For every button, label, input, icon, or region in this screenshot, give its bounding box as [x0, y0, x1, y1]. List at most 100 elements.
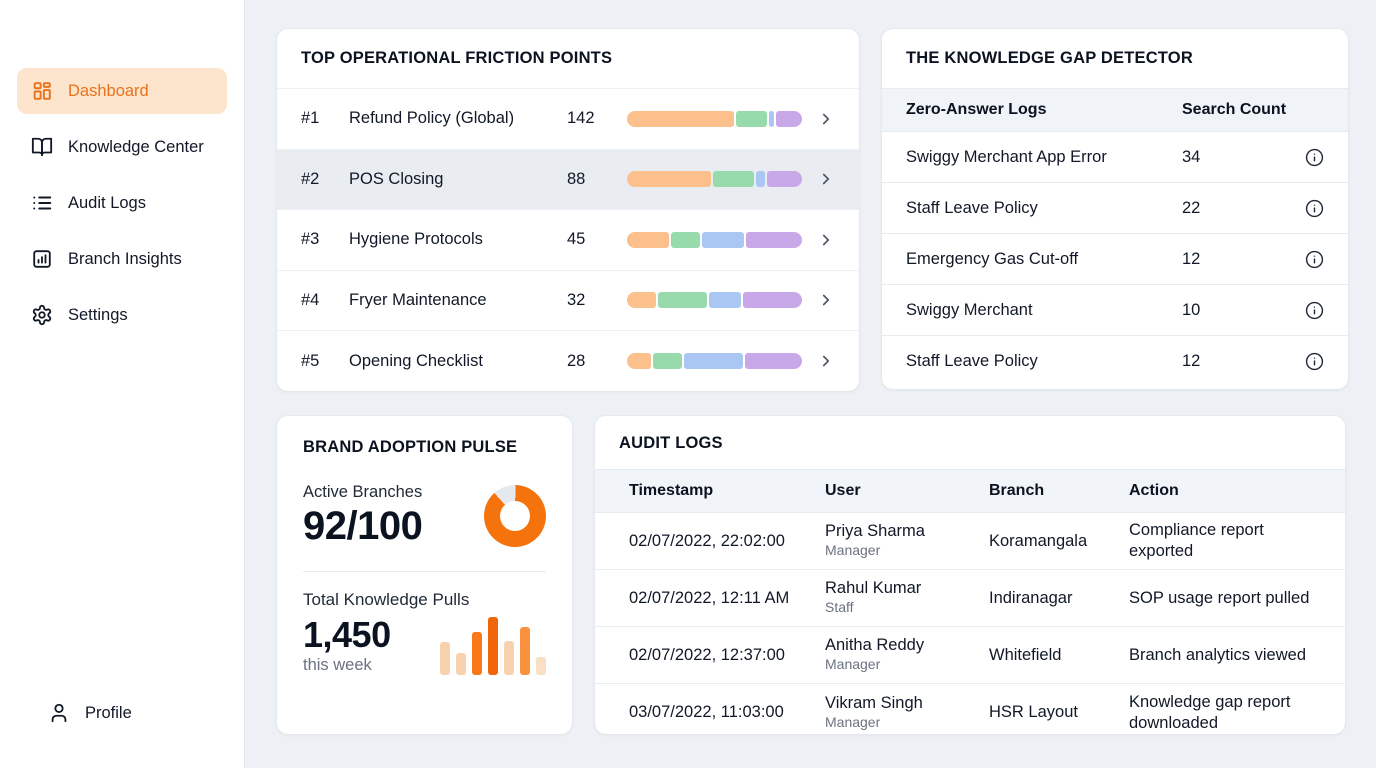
friction-rows: #1 Refund Policy (Global) 142 #2 POS Clo…	[277, 89, 859, 391]
friction-count: 88	[567, 169, 586, 188]
friction-row-2[interactable]: #2 POS Closing 88	[277, 149, 859, 210]
active-branches-section: Active Branches 92/100	[303, 483, 546, 549]
info-icon[interactable]	[1305, 352, 1324, 371]
gap-query: Swiggy Merchant App Error	[906, 147, 1107, 166]
sidebar-item-profile[interactable]: Profile	[34, 690, 210, 736]
sidebar-item-dashboard[interactable]: Dashboard	[17, 68, 227, 114]
audit-action: SOP usage report pulled	[1129, 588, 1310, 607]
friction-rank: #5	[301, 351, 320, 370]
audit-row-3: 02/07/2022, 12:37:00 Anitha Reddy Manage…	[595, 627, 1345, 684]
audit-branch: HSR Layout	[989, 703, 1078, 721]
sidebar-item-label: Settings	[68, 305, 128, 324]
gap-query: Staff Leave Policy	[906, 352, 1038, 370]
knowledge-pulls-section: 1,450 this week	[303, 616, 546, 675]
audit-branch: Indiranagar	[989, 588, 1073, 607]
chevron-right-icon[interactable]	[817, 231, 835, 249]
gap-query: Swiggy Merchant	[906, 300, 1033, 319]
audit-col-timestamp: Timestamp	[629, 482, 714, 499]
divider	[303, 571, 546, 572]
sidebar-item-knowledge-center[interactable]: Knowledge Center	[17, 124, 227, 170]
friction-name: Hygiene Protocols	[349, 230, 483, 249]
audit-action: Compliance report exported	[1129, 521, 1264, 560]
friction-row-1[interactable]: #1 Refund Policy (Global) 142	[277, 89, 859, 150]
gap-count: 12	[1182, 249, 1201, 268]
gap-row-4: Swiggy Merchant 10	[882, 285, 1348, 336]
audit-timestamp: 02/07/2022, 22:02:00	[629, 531, 785, 550]
friction-rank: #2	[301, 169, 320, 188]
sidebar-item-label: Audit Logs	[68, 193, 146, 212]
dashboard-icon	[31, 80, 53, 102]
audit-user-role: Manager	[825, 656, 881, 673]
audit-user-name: Rahul Kumar	[825, 579, 922, 598]
knowledge-pulls-bar-chart	[440, 616, 546, 675]
friction-count: 45	[567, 230, 586, 249]
gap-count: 34	[1182, 147, 1201, 166]
brand-adoption-card: BRAND ADOPTION PULSE Active Branches 92/…	[276, 415, 573, 735]
card-header: THE KNOWLEDGE GAP DETECTOR	[882, 29, 1348, 89]
knowledge-gap-card: THE KNOWLEDGE GAP DETECTOR Zero-Answer L…	[881, 28, 1349, 390]
sidebar-item-audit-logs[interactable]: Audit Logs	[17, 180, 227, 226]
audit-user-name: Anitha Reddy	[825, 636, 925, 655]
gap-col-count: Search Count	[1182, 101, 1287, 118]
sidebar-item-settings[interactable]: Settings	[17, 292, 227, 338]
card-header: TOP OPERATIONAL FRICTION POINTS	[277, 29, 859, 89]
friction-rank: #3	[301, 230, 320, 249]
info-icon[interactable]	[1305, 199, 1324, 218]
info-icon[interactable]	[1305, 250, 1324, 269]
audit-timestamp: 02/07/2022, 12:11 AM	[629, 588, 790, 607]
distribution-bar	[627, 110, 803, 127]
active-branches-donut-chart	[484, 485, 546, 547]
gap-row-3: Emergency Gas Cut-off 12	[882, 234, 1348, 285]
gap-table-header: Zero-Answer Logs Search Count	[882, 89, 1348, 132]
audit-col-branch: Branch	[989, 482, 1045, 499]
friction-row-4[interactable]: #4 Fryer Maintenance 32	[277, 271, 859, 331]
audit-user-cell: Priya Sharma Manager	[825, 522, 989, 559]
audit-user-role: Staff	[825, 599, 854, 616]
friction-row-5[interactable]: #5 Opening Checklist 28	[277, 331, 859, 391]
active-branches-value: 92/100	[303, 504, 423, 548]
info-icon[interactable]	[1305, 301, 1324, 320]
friction-row-3[interactable]: #3 Hygiene Protocols 45	[277, 210, 859, 271]
friction-name: Opening Checklist	[349, 351, 483, 370]
friction-rank: #4	[301, 290, 320, 309]
sidebar-item-label: Profile	[85, 703, 132, 722]
gap-count: 22	[1182, 198, 1201, 217]
sidebar: Dashboard Knowledge Center Audit Logs Br…	[0, 0, 245, 768]
audit-user-cell: Anitha Reddy Manager	[825, 636, 989, 673]
friction-rank: #1	[301, 109, 320, 128]
friction-points-card: TOP OPERATIONAL FRICTION POINTS #1 Refun…	[276, 28, 860, 392]
chevron-right-icon[interactable]	[817, 291, 835, 309]
card-header: AUDIT LOGS	[595, 416, 1345, 469]
distribution-bar	[627, 231, 802, 248]
gap-row-1: Swiggy Merchant App Error 34	[882, 132, 1348, 183]
friction-count: 32	[567, 290, 586, 309]
chevron-right-icon[interactable]	[817, 110, 835, 128]
friction-name: Fryer Maintenance	[349, 290, 487, 309]
audit-table-header: Timestamp User Branch Action	[595, 469, 1345, 513]
gap-row-2: Staff Leave Policy 22	[882, 183, 1348, 234]
gap-query: Staff Leave Policy	[906, 198, 1038, 217]
audit-user-role: Manager	[825, 713, 881, 730]
friction-count: 28	[567, 351, 586, 370]
audit-col-action: Action	[1129, 482, 1179, 499]
audit-row-2: 02/07/2022, 12:11 AM Rahul Kumar Staff I…	[595, 570, 1345, 627]
audit-action: Branch analytics viewed	[1129, 645, 1307, 664]
friction-name: POS Closing	[349, 169, 444, 188]
sidebar-item-branch-insights[interactable]: Branch Insights	[17, 236, 227, 282]
audit-user-cell: Rahul Kumar Staff	[825, 579, 989, 616]
bottom-row: BRAND ADOPTION PULSE Active Branches 92/…	[276, 415, 1349, 735]
gap-count: 10	[1182, 300, 1201, 319]
info-icon[interactable]	[1305, 148, 1324, 167]
main-content: TOP OPERATIONAL FRICTION POINTS #1 Refun…	[245, 0, 1376, 768]
friction-card-title: TOP OPERATIONAL FRICTION POINTS	[301, 49, 613, 67]
audit-rows: 02/07/2022, 22:02:00 Priya Sharma Manage…	[595, 513, 1345, 734]
audit-user-role: Manager	[825, 542, 881, 559]
user-icon	[48, 702, 70, 724]
distribution-bar	[627, 171, 802, 188]
audit-col-user: User	[825, 482, 861, 499]
chevron-right-icon[interactable]	[817, 352, 835, 370]
chevron-right-icon[interactable]	[817, 170, 835, 188]
audit-logs-card: AUDIT LOGS Timestamp User Branch Action …	[594, 415, 1346, 735]
audit-action: Knowledge gap report downloaded	[1129, 692, 1291, 732]
knowledge-pulls-value: 1,450	[303, 614, 391, 655]
